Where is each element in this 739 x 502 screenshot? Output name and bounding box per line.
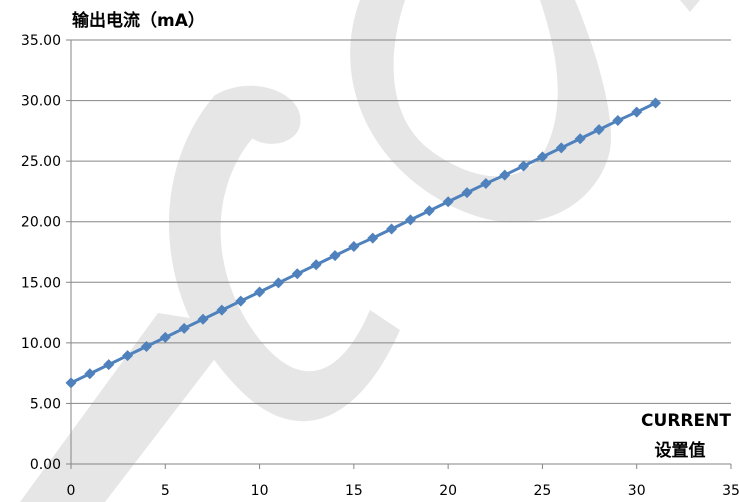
y-tick-label: 35.00 bbox=[21, 33, 61, 49]
y-tick-label: 5.00 bbox=[30, 396, 61, 412]
x-axis-title-line1: CURRENT bbox=[641, 411, 731, 431]
data-point bbox=[329, 250, 341, 262]
x-tick-label: 25 bbox=[534, 483, 552, 499]
watermark bbox=[20, 0, 700, 502]
data-point bbox=[650, 97, 662, 109]
data-point bbox=[103, 359, 115, 371]
x-tick-label: 5 bbox=[161, 483, 170, 499]
data-point bbox=[499, 169, 511, 181]
y-tick-label: 10.00 bbox=[21, 336, 61, 352]
y-tick-label: 0.00 bbox=[30, 457, 61, 473]
x-tick-label: 30 bbox=[628, 483, 646, 499]
y-axis-title: 输出电流（mA） bbox=[72, 10, 205, 31]
data-point bbox=[386, 223, 398, 235]
x-axis-title-line2: 设置值 bbox=[655, 440, 706, 461]
data-point bbox=[404, 214, 416, 226]
x-tick-label: 10 bbox=[251, 483, 269, 499]
data-point bbox=[593, 124, 605, 136]
data-point bbox=[348, 241, 360, 253]
data-point bbox=[442, 196, 454, 208]
watermark-c-arc bbox=[168, 95, 400, 422]
data-point bbox=[423, 205, 435, 217]
y-tick-label: 15.00 bbox=[21, 275, 61, 291]
gridlines bbox=[71, 39, 731, 404]
data-point bbox=[631, 106, 643, 118]
data-point bbox=[310, 259, 322, 271]
data-point bbox=[178, 322, 190, 334]
x-tick-label: 0 bbox=[67, 483, 76, 499]
data-point bbox=[461, 187, 473, 199]
y-tick-label: 25.00 bbox=[21, 154, 61, 170]
data-point bbox=[235, 295, 247, 307]
data-point bbox=[140, 340, 152, 352]
data-point bbox=[574, 133, 586, 145]
data-point bbox=[272, 277, 284, 289]
data-point bbox=[216, 304, 228, 316]
x-axis-ticks: 0 5 10 15 20 25 30 35 bbox=[67, 464, 739, 499]
y-tick-label: 30.00 bbox=[21, 94, 61, 110]
data-point bbox=[84, 368, 96, 380]
x-tick-label: 20 bbox=[439, 483, 457, 499]
data-point bbox=[536, 151, 548, 163]
data-point bbox=[555, 142, 567, 154]
data-point bbox=[122, 350, 134, 362]
data-point bbox=[480, 178, 492, 190]
data-point bbox=[367, 232, 379, 244]
data-point bbox=[197, 313, 209, 325]
data-point bbox=[65, 377, 77, 389]
data-point bbox=[612, 115, 624, 127]
data-point bbox=[254, 286, 266, 298]
data-point bbox=[291, 268, 303, 280]
data-point bbox=[518, 160, 530, 172]
y-tick-label: 20.00 bbox=[21, 215, 61, 231]
watermark-o-arc bbox=[350, 0, 611, 223]
watermark-corner bbox=[680, 0, 700, 12]
data-point bbox=[159, 331, 171, 343]
x-tick-label: 15 bbox=[345, 483, 363, 499]
series-main bbox=[65, 97, 662, 389]
watermark-bar bbox=[20, 313, 240, 502]
y-axis-ticks: 0.00 5.00 10.00 15.00 20.00 25.00 30.00 35.00 bbox=[21, 33, 71, 473]
x-tick-label: 35 bbox=[722, 483, 739, 499]
